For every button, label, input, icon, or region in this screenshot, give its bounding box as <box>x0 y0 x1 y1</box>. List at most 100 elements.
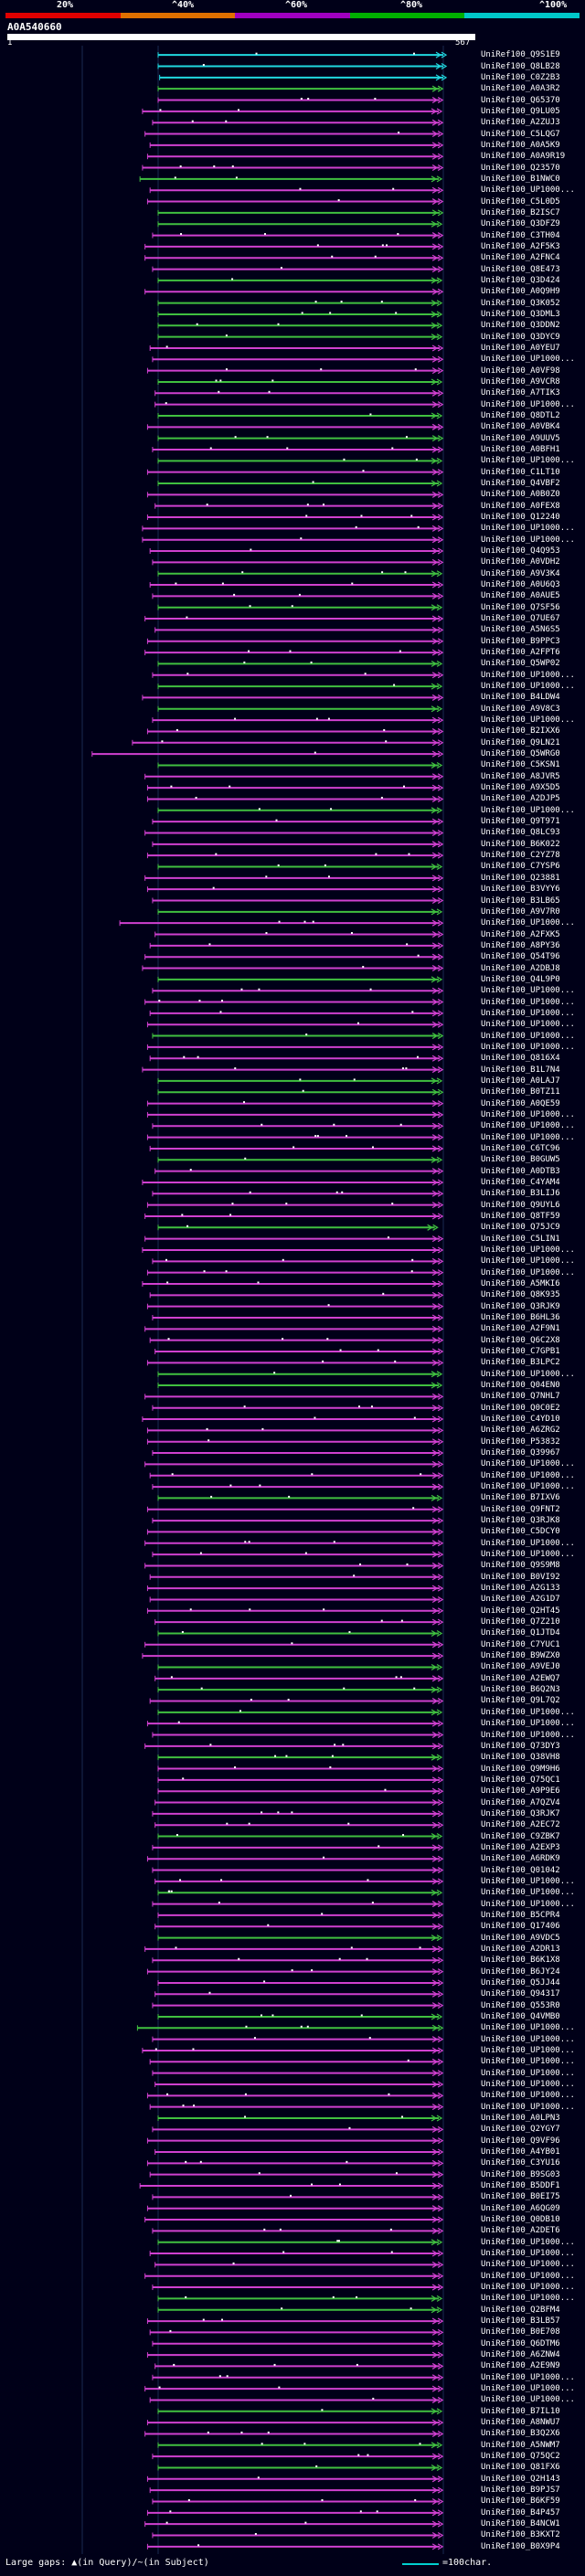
alignment-hit[interactable] <box>149 1697 444 1705</box>
hit-label[interactable]: UniRef100_Q6DTM6 <box>481 2338 560 2348</box>
hit-label[interactable]: UniRef100_Q8LC93 <box>481 828 560 838</box>
alignment-hit[interactable] <box>157 908 443 916</box>
alignment-hit[interactable] <box>144 829 444 836</box>
alignment-hit[interactable] <box>146 469 444 476</box>
hit-label[interactable]: UniRef100_UP1000... <box>481 1899 575 1909</box>
hit-label[interactable]: UniRef100_Q6C2X8 <box>481 1335 560 1345</box>
hit-label[interactable]: UniRef100_Q7UE67 <box>481 614 560 624</box>
alignment-hit[interactable] <box>152 2284 444 2291</box>
alignment-hit[interactable] <box>146 367 444 375</box>
hit-label[interactable]: UniRef100_Q4L9P0 <box>481 974 560 984</box>
alignment-hit[interactable] <box>146 198 444 206</box>
hit-label[interactable]: UniRef100_Q9S1E9 <box>481 50 560 60</box>
alignment-hit[interactable] <box>157 1224 439 1231</box>
hit-label[interactable]: UniRef100_A2E9N9 <box>481 2361 560 2371</box>
alignment-hit[interactable] <box>157 2464 443 2471</box>
alignment-hit[interactable] <box>144 1562 444 1569</box>
hit-label[interactable]: UniRef100_UP1000... <box>481 986 575 996</box>
hit-label[interactable]: UniRef100_Q17406 <box>481 1922 560 1932</box>
hit-label[interactable]: UniRef100_B3VYY6 <box>481 885 560 895</box>
hit-label[interactable]: UniRef100_A0A5K9 <box>481 140 560 150</box>
alignment-hit[interactable] <box>152 1405 444 1412</box>
alignment-hit[interactable] <box>157 62 448 70</box>
hit-label[interactable]: UniRef100_C6TC96 <box>481 1143 560 1153</box>
alignment-hit[interactable] <box>157 1979 444 1987</box>
alignment-hit[interactable] <box>157 412 443 419</box>
hit-label[interactable]: UniRef100_UP1000... <box>481 2034 575 2044</box>
hit-label[interactable]: UniRef100_B0VI92 <box>481 1572 560 1582</box>
hit-label[interactable]: UniRef100_Q9M9H6 <box>481 1764 560 1774</box>
alignment-hit[interactable] <box>142 1179 444 1186</box>
alignment-hit[interactable] <box>157 683 443 690</box>
hit-label[interactable]: UniRef100_Q3DFZ9 <box>481 219 560 229</box>
alignment-hit[interactable] <box>142 1280 444 1288</box>
alignment-hit[interactable] <box>152 2374 444 2381</box>
alignment-hit[interactable] <box>152 896 444 905</box>
alignment-hit[interactable] <box>144 1393 444 1400</box>
hit-label[interactable]: UniRef100_UP1000... <box>481 1132 575 1142</box>
alignment-hit[interactable] <box>146 2092 444 2099</box>
alignment-hit[interactable] <box>144 1213 444 1220</box>
hit-label[interactable]: UniRef100_Q2BFM4 <box>481 2305 560 2315</box>
hit-label[interactable]: UniRef100_UP1000... <box>481 682 575 692</box>
alignment-hit[interactable] <box>146 1438 444 1446</box>
alignment-hit[interactable] <box>146 2351 444 2359</box>
hit-label[interactable]: UniRef100_UP1000... <box>481 2057 575 2067</box>
hit-label[interactable]: UniRef100_UP1000... <box>481 186 575 196</box>
hit-label[interactable]: UniRef100_A2FPT6 <box>481 648 560 658</box>
alignment-hit[interactable] <box>146 784 444 791</box>
hit-label[interactable]: UniRef100_B3KXT2 <box>481 2530 560 2540</box>
hit-label[interactable]: UniRef100_C5L0D5 <box>481 196 560 207</box>
alignment-hit[interactable] <box>152 1122 444 1129</box>
alignment-hit[interactable] <box>144 2385 444 2392</box>
alignment-hit[interactable] <box>157 976 443 983</box>
hit-label[interactable]: UniRef100_Q75JC9 <box>481 1223 560 1233</box>
hit-label[interactable]: UniRef100_UP1000... <box>481 1888 575 1898</box>
hit-label[interactable]: UniRef100_A8PY36 <box>481 940 560 950</box>
hit-label[interactable]: UniRef100_Q75QC1 <box>481 1775 560 1785</box>
hit-label[interactable]: UniRef100_C9ZBK7 <box>481 1831 560 1841</box>
hit-label[interactable]: UniRef100_A7TIK3 <box>481 388 560 398</box>
hit-label[interactable]: UniRef100_Q9L7Q2 <box>481 1696 560 1706</box>
hit-label[interactable]: UniRef100_A0B0Z0 <box>481 490 560 500</box>
alignment-hit[interactable] <box>144 2520 444 2528</box>
alignment-hit[interactable] <box>142 536 444 544</box>
alignment-hit[interactable] <box>157 1686 443 1693</box>
hit-label[interactable]: UniRef100_A9V7R0 <box>481 906 560 917</box>
alignment-hit[interactable] <box>152 1810 444 1818</box>
hit-label[interactable]: UniRef100_B5DDF1 <box>481 2181 560 2191</box>
hit-label[interactable]: UniRef100_B0GUW5 <box>481 1155 560 1165</box>
hit-label[interactable]: UniRef100_UP1000... <box>481 2102 575 2112</box>
hit-label[interactable]: UniRef100_UP1000... <box>481 2271 575 2281</box>
alignment-hit[interactable] <box>157 1088 444 1096</box>
hit-label[interactable]: UniRef100_B6Q2N3 <box>481 1685 560 1695</box>
alignment-hit[interactable] <box>157 1709 443 1716</box>
alignment-hit[interactable] <box>157 457 443 464</box>
alignment-hit[interactable] <box>149 1574 444 1581</box>
hit-label[interactable]: UniRef100_C7YUC1 <box>481 1639 560 1649</box>
hit-label[interactable]: UniRef100_UP1000... <box>481 1256 575 1267</box>
hit-label[interactable]: UniRef100_Q9UYL6 <box>481 1200 560 1210</box>
alignment-hit[interactable] <box>154 1168 444 1175</box>
hit-label[interactable]: UniRef100_UP1000... <box>481 1031 575 1041</box>
alignment-hit[interactable] <box>146 1202 444 1209</box>
alignment-hit[interactable] <box>119 919 444 927</box>
alignment-hit[interactable] <box>142 2047 444 2054</box>
hit-label[interactable]: UniRef100_B2IXX6 <box>481 726 560 737</box>
hit-label[interactable]: UniRef100_A2F9N1 <box>481 1324 560 1334</box>
hit-label[interactable]: UniRef100_Q5WP02 <box>481 659 560 669</box>
alignment-hit[interactable] <box>157 2442 443 2449</box>
hit-label[interactable]: UniRef100_A2DR13 <box>481 1944 560 1954</box>
alignment-hit[interactable] <box>157 277 443 284</box>
alignment-hit[interactable] <box>157 1787 444 1795</box>
hit-label[interactable]: UniRef100_A2EWQ7 <box>481 1673 560 1683</box>
hit-label[interactable]: UniRef100_Q2H143 <box>481 2474 560 2484</box>
hit-label[interactable]: UniRef100_Q0C0E2 <box>481 1403 560 1413</box>
hit-label[interactable]: UniRef100_A0DTB3 <box>481 1166 560 1176</box>
hit-label[interactable]: UniRef100_UP1000... <box>481 1482 575 1492</box>
alignment-hit[interactable] <box>149 1291 444 1299</box>
alignment-hit[interactable] <box>157 1156 443 1163</box>
hit-label[interactable]: UniRef100_Q3DYC9 <box>481 332 560 342</box>
alignment-hit[interactable] <box>154 2261 444 2268</box>
hit-label[interactable]: UniRef100_UP1000... <box>481 716 575 726</box>
